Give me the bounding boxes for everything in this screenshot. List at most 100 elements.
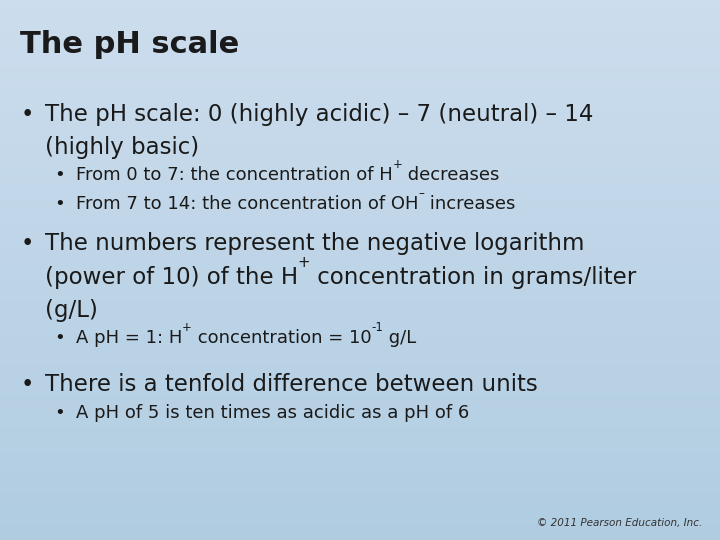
Bar [0,394,720,396]
Bar [0,150,720,151]
Bar [0,501,720,502]
Bar [0,474,720,475]
Text: From 0 to 7: the concentration of H: From 0 to 7: the concentration of H [76,166,392,184]
Bar [0,531,720,533]
Bar [0,290,720,292]
Bar [0,135,720,137]
Text: A pH of 5 is ten times as acidic as a pH of 6: A pH of 5 is ten times as acidic as a pH… [76,404,469,422]
Bar [0,342,720,344]
Bar [0,266,720,268]
Bar [0,209,720,211]
Text: g/L: g/L [383,329,417,347]
Bar [0,137,720,139]
Bar [0,464,720,466]
Bar [0,245,720,247]
Bar [0,385,720,387]
Text: +: + [182,321,192,334]
Bar [0,2,720,4]
Bar [0,131,720,133]
Text: The pH scale: The pH scale [20,30,240,59]
Bar [0,29,720,31]
Bar [0,205,720,207]
Bar [0,254,720,255]
Bar [0,31,720,32]
Bar [0,369,720,371]
Bar [0,328,720,329]
Bar [0,120,720,123]
Bar [0,524,720,525]
Text: There is a tenfold difference between units: There is a tenfold difference between un… [45,373,537,396]
Bar [0,360,720,362]
Bar [0,268,720,270]
Bar [0,409,720,410]
Bar [0,103,720,104]
Bar [0,259,720,261]
Bar [0,322,720,324]
Bar [0,317,720,319]
Bar [0,427,720,428]
Bar [0,133,720,135]
Bar [0,508,720,509]
Bar [0,250,720,252]
Bar [0,400,720,401]
Bar [0,443,720,444]
Bar [0,535,720,536]
Bar [0,491,720,493]
Text: +: + [298,255,310,270]
Bar [0,340,720,342]
Bar [0,425,720,427]
Bar [0,339,720,340]
Bar [0,65,720,66]
Bar [0,347,720,349]
Bar [0,344,720,346]
Bar [0,509,720,511]
Bar [0,36,720,38]
Bar [0,166,720,167]
Bar [0,88,720,90]
Bar [0,265,720,266]
Bar [0,221,720,223]
Bar [0,12,720,15]
Bar [0,459,720,461]
Bar [0,353,720,355]
Bar [0,54,720,56]
Bar [0,147,720,150]
Bar [0,417,720,420]
Bar [0,124,720,126]
Text: (g/L): (g/L) [45,299,97,322]
Bar [0,297,720,299]
Bar [0,367,720,369]
Bar [0,61,720,63]
Bar [0,255,720,258]
Bar [0,525,720,528]
Bar [0,421,720,423]
Bar [0,522,720,524]
Bar [0,306,720,308]
Bar [0,56,720,58]
Text: From 7 to 14: the concentration of OH: From 7 to 14: the concentration of OH [76,195,418,213]
Bar [0,423,720,425]
Bar [0,81,720,83]
Bar [0,74,720,76]
Bar [0,263,720,265]
Bar [0,447,720,448]
Bar [0,293,720,295]
Bar [0,32,720,34]
Bar [0,286,720,288]
Bar [0,97,720,99]
Bar [0,407,720,409]
Bar [0,389,720,390]
Bar [0,204,720,205]
Text: –: – [418,187,424,200]
Text: •: • [54,166,65,184]
Bar [0,315,720,317]
Bar [0,378,720,380]
Bar [0,52,720,54]
Bar [0,193,720,194]
Bar [0,312,720,313]
Bar [0,157,720,158]
Text: (highly basic): (highly basic) [45,136,199,159]
Bar [0,356,720,358]
Bar [0,50,720,52]
Bar [0,374,720,376]
